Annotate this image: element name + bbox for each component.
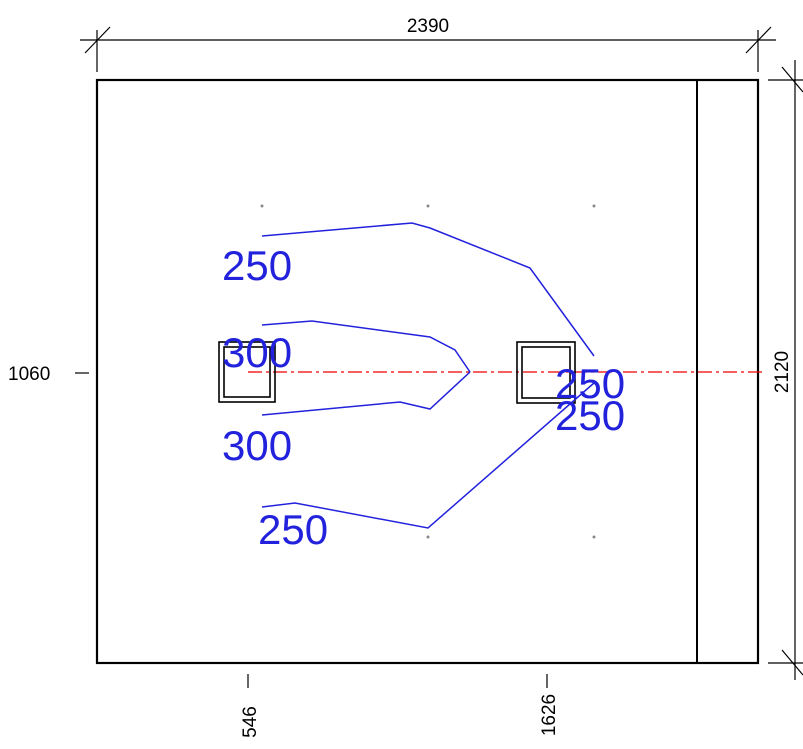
contour-label: 250 (555, 392, 625, 439)
column-right (516, 341, 576, 404)
contour-line-300-lower (261, 371, 471, 416)
width-dimension-label: 2390 (407, 16, 449, 37)
width-dimension (80, 26, 776, 72)
contour-line-250-bottom (261, 382, 595, 529)
grid-points (260, 204, 596, 539)
x-mark-1-label: 546 (240, 706, 261, 738)
contour-label: 250 (222, 242, 292, 289)
contour-label: 250 (258, 506, 328, 553)
height-dimension-label: 2120 (772, 351, 793, 393)
contour-lines (261, 222, 595, 529)
x-mark-2-label: 1626 (539, 694, 560, 736)
contour-line-250-top (261, 222, 595, 357)
contour-label: 300 (222, 329, 292, 376)
column-left (218, 341, 276, 403)
height-dimension (768, 60, 803, 680)
contour-labels: 250 300 300 250 250 250 (222, 242, 625, 553)
y-mark-label: 1060 (8, 364, 50, 385)
contour-label: 300 (222, 422, 292, 469)
contour-line-300-upper (261, 320, 471, 373)
contour-label: 250 (555, 360, 625, 407)
